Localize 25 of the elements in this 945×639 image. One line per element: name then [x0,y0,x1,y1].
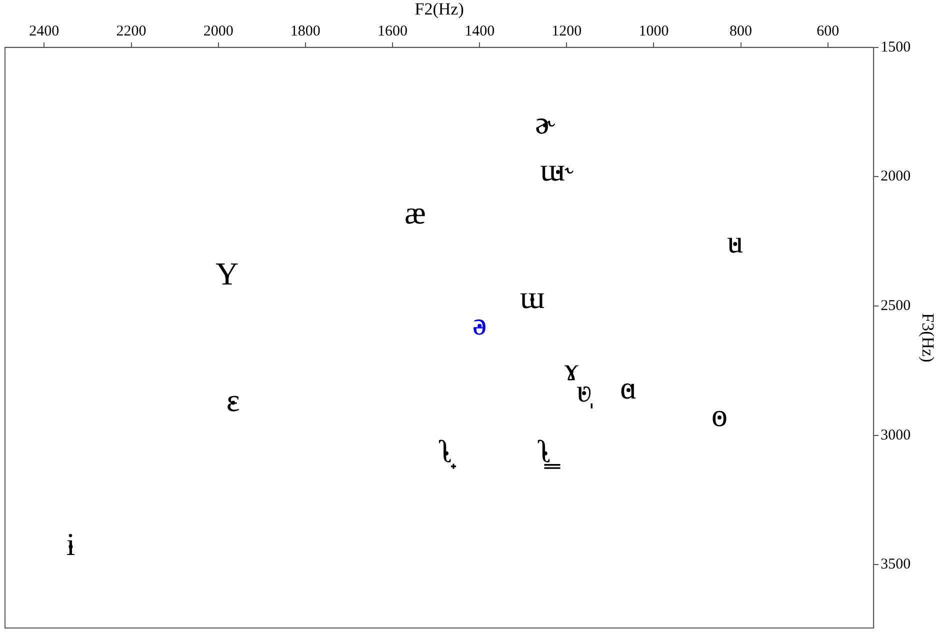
data-label: u [727,223,744,260]
x-axis-title: F2(Hz) [414,0,464,19]
data-label: ə [472,305,487,342]
x-tick-label: 2200 [116,23,146,40]
y-tick-label: 3500 [880,556,911,573]
x-tick-label: 1600 [377,23,408,40]
y-tick-label: 2500 [880,298,911,314]
x-tick-label: 1000 [638,23,669,40]
y-tick-label: 1500 [880,39,911,56]
data-label: ʋ̩ [576,372,593,409]
x-tick-label: 1800 [290,23,320,40]
y-tick-label: 2000 [880,168,911,185]
data-label: o [711,396,728,433]
y-axis-title: F3(Hz) [918,313,938,362]
x-tick-label: 1400 [464,23,495,40]
x-tick-label: 1200 [552,23,582,40]
x-tick-label: 2400 [29,23,60,40]
data-label: ʅ̟ [438,432,456,469]
data-label: ʅ̳ [537,432,562,469]
y-tick-label: 3000 [880,427,911,444]
x-tick-label: 600 [816,23,840,40]
x-tick-label: 2000 [203,23,234,40]
data-label: ɑ [620,369,637,406]
x-tick-label: 800 [730,23,752,40]
data-label: ɯ˞ [540,151,576,188]
